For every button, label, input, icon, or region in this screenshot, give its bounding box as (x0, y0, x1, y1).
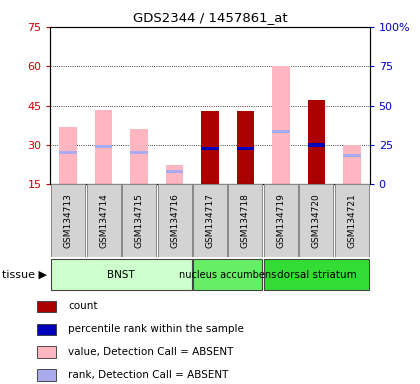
Text: GSM134717: GSM134717 (205, 194, 215, 248)
Text: dorsal striatum: dorsal striatum (276, 270, 356, 280)
Bar (122, 184, 156, 257)
Bar (165, 165, 184, 184)
Bar (201, 147, 219, 151)
Bar (130, 151, 148, 154)
Text: tissue ▶: tissue ▶ (2, 270, 47, 280)
Bar (59, 127, 77, 184)
Bar (37, 369, 56, 381)
Bar (307, 100, 325, 184)
Text: count: count (68, 301, 98, 311)
Bar (37, 323, 56, 335)
Text: GSM134715: GSM134715 (134, 194, 144, 248)
Bar (236, 111, 255, 184)
Bar (201, 111, 219, 184)
Text: GSM134720: GSM134720 (312, 194, 321, 248)
Title: GDS2344 / 1457861_at: GDS2344 / 1457861_at (133, 11, 287, 24)
Bar (95, 109, 113, 184)
Bar (95, 145, 113, 148)
Bar (59, 151, 77, 154)
Bar (158, 184, 192, 257)
Text: GSM134714: GSM134714 (99, 194, 108, 248)
Bar (307, 143, 325, 147)
Text: nucleus accumbens: nucleus accumbens (179, 270, 276, 280)
Bar (335, 184, 369, 257)
Text: GSM134716: GSM134716 (170, 194, 179, 248)
Bar (272, 130, 290, 133)
Bar (236, 147, 255, 151)
Bar (37, 301, 56, 312)
Text: GSM134719: GSM134719 (276, 194, 286, 248)
Bar (51, 259, 192, 290)
Text: GSM134718: GSM134718 (241, 194, 250, 248)
Text: GSM134721: GSM134721 (347, 194, 356, 248)
Bar (165, 170, 184, 173)
Bar (299, 184, 333, 257)
Bar (87, 184, 121, 257)
Text: percentile rank within the sample: percentile rank within the sample (68, 324, 244, 334)
Text: value, Detection Call = ABSENT: value, Detection Call = ABSENT (68, 347, 234, 357)
Bar (272, 66, 290, 184)
Bar (130, 129, 148, 184)
Bar (343, 145, 361, 184)
Text: BNST: BNST (108, 270, 135, 280)
Bar (228, 184, 262, 257)
Bar (264, 259, 369, 290)
Bar (51, 184, 85, 257)
Text: rank, Detection Call = ABSENT: rank, Detection Call = ABSENT (68, 370, 228, 380)
Bar (37, 346, 56, 358)
Bar (343, 154, 361, 157)
Bar (193, 259, 262, 290)
Text: GSM134713: GSM134713 (64, 194, 73, 248)
Bar (193, 184, 227, 257)
Bar (264, 184, 298, 257)
